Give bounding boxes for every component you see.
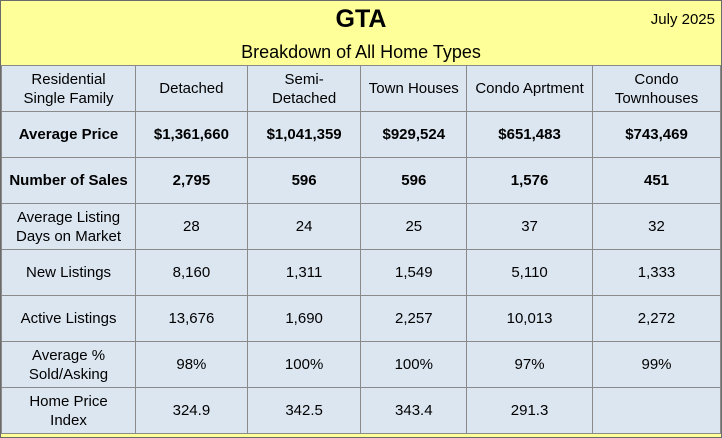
table-cell: 291.3: [466, 387, 594, 434]
table-row: Number of Sales 2,795 596 596 1,576 451: [0, 157, 721, 204]
table-cell: 1,576: [466, 157, 594, 204]
table-cell: 1,549: [360, 249, 468, 296]
row-label: Average % Sold/Asking: [0, 341, 137, 388]
table-cell: 451: [592, 157, 721, 204]
table-cell: 1,690: [246, 295, 362, 342]
row-label: Active Listings: [0, 295, 137, 342]
table-cell: 24: [246, 203, 362, 250]
table-row: Average % Sold/Asking 98% 100% 100% 97% 99%: [0, 341, 721, 388]
table-cell: 97%: [466, 341, 594, 388]
table-cell: $1,361,660: [135, 111, 248, 158]
report-date: July 2025: [650, 11, 715, 28]
table-cell: 596: [360, 157, 468, 204]
column-header: Town Houses: [360, 65, 468, 112]
header-row: Residential Single Family Detached Semi- D…: [0, 65, 721, 112]
table-cell: 8,160: [135, 249, 248, 296]
table-cell: 10,013: [466, 295, 594, 342]
table-cell: 2,795: [135, 157, 248, 204]
table-cell: $1,041,359: [246, 111, 362, 158]
row-label: Average Price: [0, 111, 137, 158]
report-subtitle: Breakdown of All Home Types: [241, 42, 481, 62]
column-header: Condo Aprtment: [466, 65, 594, 112]
column-header: Semi- Detached: [246, 65, 362, 112]
table-cell: 596: [246, 157, 362, 204]
column-header: Residential Single Family: [0, 65, 137, 112]
table-cell: 37: [466, 203, 594, 250]
table-cell: 324.9: [135, 387, 248, 434]
table-row: New Listings 8,160 1,311 1,549 5,110 1,333: [0, 249, 721, 296]
table-cell: 1,311: [246, 249, 362, 296]
table-cell: 100%: [360, 341, 468, 388]
row-label: Number of Sales: [0, 157, 137, 204]
report-header: GTA July 2025 Breakdown of All Home Type…: [1, 1, 721, 65]
table-row: Active Listings 13,676 1,690 2,257 10,013 2,2…: [0, 295, 721, 342]
table-cell: $929,524: [360, 111, 468, 158]
row-label: Home Price Index: [0, 387, 137, 434]
table-cell: 28: [135, 203, 248, 250]
table-cell: 2,272: [592, 295, 721, 342]
table-cell: 100%: [246, 341, 362, 388]
table-cell: [592, 387, 721, 434]
table-cell: $651,483: [466, 111, 594, 158]
report-title: GTA: [335, 5, 387, 33]
column-header: Detached: [135, 65, 248, 112]
table-cell: 2,257: [360, 295, 468, 342]
table-row: Average Listing Days on Market 28 24 25 37 32: [0, 203, 721, 250]
row-label: Average Listing Days on Market: [0, 203, 137, 250]
table-row: Average Price $1,361,660 $1,041,359 $929,52…: [0, 111, 721, 158]
table-cell: 99%: [592, 341, 721, 388]
table-cell: 13,676: [135, 295, 248, 342]
column-header: Condo Townhouses: [592, 65, 721, 112]
table-cell: 98%: [135, 341, 248, 388]
table-row: Home Price Index 324.9 342.5 343.4 291.3: [0, 387, 721, 434]
table-cell: 1,333: [592, 249, 721, 296]
table-cell: 25: [360, 203, 468, 250]
table-cell: 342.5: [246, 387, 362, 434]
table-cell: 32: [592, 203, 721, 250]
table-cell: 5,110: [466, 249, 594, 296]
home-types-table: Residential Single Family Detached Semi- D…: [0, 65, 721, 434]
table-cell: $743,469: [592, 111, 721, 158]
table-cell: 343.4: [360, 387, 468, 434]
row-label: New Listings: [0, 249, 137, 296]
